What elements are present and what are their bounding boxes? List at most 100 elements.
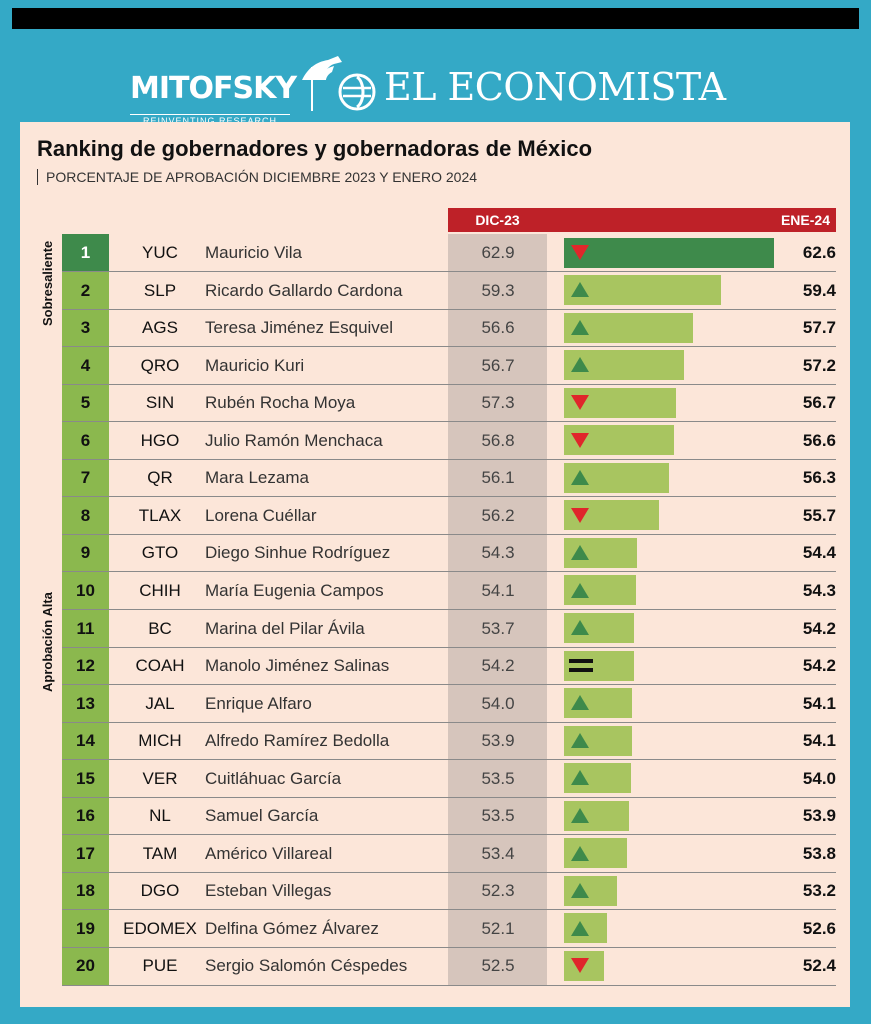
governor-name: Delfina Gómez Álvarez — [205, 918, 379, 938]
ene-value: 57.2 — [802, 355, 836, 375]
trend-up-icon — [571, 282, 589, 298]
ene-value: 57.7 — [802, 318, 836, 338]
row-divider — [62, 609, 836, 610]
dic-value: 62.9 — [481, 243, 515, 262]
chart-title: Ranking de gobernadores y gobernadoras d… — [37, 136, 593, 161]
governor-name: Teresa Jiménez Esquivel — [205, 318, 394, 338]
trend-up-icon — [571, 808, 589, 824]
dic-value: 57.3 — [481, 393, 515, 413]
ene-value: 54.3 — [802, 580, 836, 600]
dic-value: 54.3 — [481, 543, 515, 563]
rank-number: 4 — [80, 355, 91, 375]
governor-name: Alfredo Ramírez Bedolla — [205, 731, 390, 751]
dic-value: 54.2 — [481, 656, 515, 676]
dic-value: 52.5 — [481, 956, 515, 976]
rank-number: 6 — [80, 430, 91, 450]
state-code: AGS — [142, 318, 178, 338]
state-code: TAM — [142, 843, 178, 863]
rank-number: 14 — [76, 731, 95, 751]
rank-number: 2 — [80, 280, 91, 300]
ene-value: 52.4 — [802, 956, 836, 976]
ene-bar — [564, 275, 721, 306]
dic-value: 56.1 — [481, 468, 515, 488]
trend-up-icon — [571, 845, 589, 861]
dic-value: 53.4 — [481, 843, 515, 863]
row-divider — [62, 909, 836, 911]
governor-name: Diego Sinhue Rodríguez — [205, 543, 391, 563]
ene-value: 53.2 — [802, 881, 836, 901]
rank-number: 11 — [76, 618, 95, 638]
row-divider — [62, 984, 836, 986]
rank-number: 19 — [76, 918, 95, 938]
row-divider — [62, 533, 836, 535]
rank-number: 20 — [76, 956, 95, 976]
dic-value: 56.7 — [481, 355, 515, 375]
state-code: TLAX — [138, 505, 182, 525]
governor-name: Mara Lezama — [205, 468, 309, 488]
state-code: DGO — [140, 881, 180, 901]
trend-up-icon — [571, 582, 589, 598]
state-code: COAH — [135, 656, 185, 676]
state-code: SIN — [145, 393, 175, 413]
trend-down-icon — [571, 507, 589, 523]
chart-subtitle: PORCENTAJE DE APROBACIÓN DICIEMBRE 2023 … — [37, 169, 477, 185]
row-divider — [62, 346, 836, 348]
logo-divider — [311, 67, 313, 111]
trend-up-icon — [571, 695, 589, 711]
trend-up-icon — [571, 920, 589, 936]
col-ene-label: ENE-24 — [780, 212, 830, 228]
rank-number: 1 — [80, 243, 91, 262]
trend-equal-icon — [569, 658, 593, 673]
ene-value: 56.7 — [802, 393, 836, 413]
rank-number: 10 — [76, 580, 95, 600]
ene-value: 54.4 — [802, 543, 836, 563]
row-divider — [62, 946, 836, 948]
governor-name: Mauricio Vila — [205, 243, 303, 262]
dic-value: 54.0 — [481, 693, 515, 713]
dic-value: 56.6 — [481, 318, 515, 338]
ene-value: 56.6 — [802, 430, 836, 450]
ranking-panel: Ranking de gobernadores y gobernadoras d… — [20, 122, 850, 1007]
row-divider — [62, 759, 836, 761]
state-code: GTO — [141, 543, 179, 563]
row-divider — [62, 308, 836, 310]
governor-name: Enrique Alfaro — [205, 693, 312, 713]
governor-name: Julio Ramón Menchaca — [205, 430, 383, 450]
mitofsky-tagline: REINVENTING RESEARCH — [130, 114, 290, 126]
state-code: QR — [147, 468, 173, 488]
trend-up-icon — [571, 732, 589, 748]
state-code: JAL — [145, 693, 175, 713]
dic-value: 52.1 — [481, 918, 515, 938]
row-divider — [62, 421, 836, 423]
row-divider — [62, 458, 836, 460]
row-divider — [62, 383, 836, 385]
row-divider — [62, 496, 836, 498]
ene-bar — [564, 650, 635, 681]
row-divider — [62, 271, 836, 273]
header-banner: MITOFSKY REINVENTING RESEARCH EL ECONOMI… — [12, 29, 859, 126]
rank-number: 3 — [80, 318, 91, 338]
ene-value: 56.3 — [802, 468, 836, 488]
rank-number: 13 — [76, 693, 95, 713]
state-code: MICH — [138, 731, 182, 751]
dic-value: 56.2 — [481, 505, 515, 525]
trend-down-icon — [571, 958, 589, 974]
row-divider — [62, 684, 836, 686]
publisher-name: EL ECONOMISTA — [384, 65, 726, 109]
governor-name: Américo Villareal — [205, 843, 333, 863]
trend-up-icon — [571, 545, 589, 561]
dic-value: 59.3 — [481, 280, 515, 300]
ene-value: 54.0 — [802, 768, 836, 788]
trend-up-icon — [571, 883, 589, 899]
rank-number: 7 — [80, 468, 91, 488]
trend-up-icon — [571, 770, 589, 786]
governor-name: Esteban Villegas — [205, 881, 332, 901]
governor-name: Rubén Rocha Moya — [205, 393, 356, 413]
top-black-bar — [12, 8, 859, 29]
dic-value: 56.8 — [481, 430, 515, 450]
governor-name: Manolo Jiménez Salinas — [205, 656, 390, 676]
header-dic-bar: DIC-23 — [448, 208, 547, 232]
globe-icon — [338, 73, 376, 111]
state-code: YUC — [142, 243, 178, 262]
ene-value: 55.7 — [802, 505, 836, 525]
